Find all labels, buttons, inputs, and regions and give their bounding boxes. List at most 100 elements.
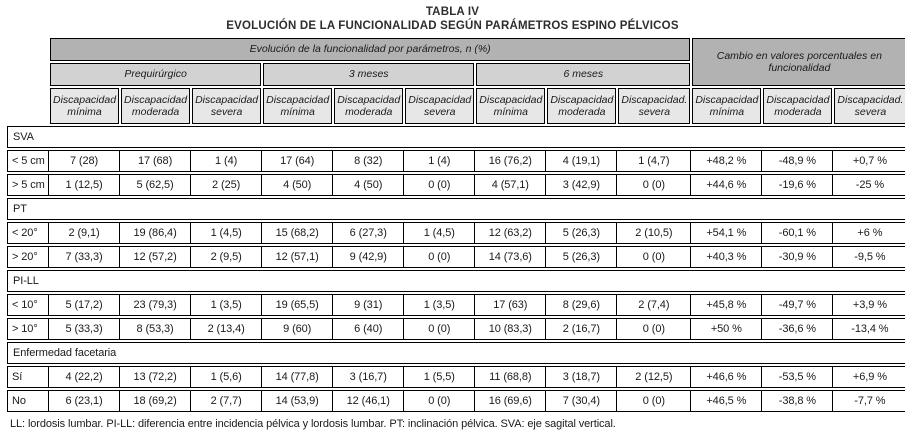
- data-cell: 0 (0): [617, 246, 692, 268]
- data-cell: 2 (9,1): [49, 222, 121, 244]
- data-cell: -53,5 %: [762, 366, 834, 388]
- header-period-prequirurgico: Prequirúrgico: [50, 63, 262, 86]
- data-cell: 14 (73,6): [475, 246, 547, 268]
- data-cell: 0 (0): [404, 318, 476, 340]
- data-cell: 13 (72,2): [120, 366, 192, 388]
- data-cell: 0 (0): [617, 174, 692, 196]
- data-cell: 1 (3,5): [191, 294, 263, 316]
- data-cell: 3 (18,7): [546, 366, 618, 388]
- subheader-discapacidad-severa: Discapacidad. severa: [618, 88, 691, 124]
- data-cell: 17 (64): [262, 150, 334, 172]
- data-cell: 5 (62,5): [120, 174, 192, 196]
- data-cell: +3,9 %: [833, 294, 905, 316]
- data-cell: +40,3 %: [691, 246, 763, 268]
- title-block: TABLA IV EVOLUCIÓN DE LA FUNCIONALIDAD S…: [0, 0, 905, 33]
- data-cell: 18 (69,2): [120, 390, 192, 412]
- data-cell: 17 (68): [120, 150, 192, 172]
- data-cell: -49,7 %: [762, 294, 834, 316]
- row-label: No: [7, 390, 49, 412]
- data-cell: 2 (7,7): [191, 390, 263, 412]
- subheader-discapacidad-severa: Discapacidad severa: [192, 88, 262, 124]
- data-cell: 0 (0): [617, 390, 692, 412]
- data-cell: 12 (57,1): [262, 246, 334, 268]
- data-cell: 4 (50): [262, 174, 334, 196]
- data-cell: -36,6 %: [762, 318, 834, 340]
- data-cell: 1 (3,5): [404, 294, 476, 316]
- data-cell: -60,1 %: [762, 222, 834, 244]
- data-cell: 10 (83,3): [475, 318, 547, 340]
- data-cell: +54,1 %: [691, 222, 763, 244]
- data-cell: +46,6 %: [691, 366, 763, 388]
- table-title: EVOLUCIÓN DE LA FUNCIONALIDAD SEGÚN PARÁ…: [226, 20, 679, 32]
- data-cell: -25 %: [833, 174, 905, 196]
- data-cell: 12 (57,2): [120, 246, 192, 268]
- data-cell: -30,9 %: [762, 246, 834, 268]
- subheader-discapacidad-minima: Discapacidad mínima: [692, 88, 762, 124]
- data-cell: 0 (0): [404, 246, 476, 268]
- data-cell: 4 (22,2): [49, 366, 121, 388]
- data-cell: -19,6 %: [762, 174, 834, 196]
- header-group-change: Cambio en valores porcentuales en funcio…: [692, 38, 905, 86]
- data-cell: 7 (30,4): [546, 390, 618, 412]
- data-cell: 1 (4,7): [617, 150, 692, 172]
- data-cell: 4 (50): [333, 174, 405, 196]
- data-cell: 8 (29,6): [546, 294, 618, 316]
- data-cell: 9 (60): [262, 318, 334, 340]
- data-cell: 1 (4): [191, 150, 263, 172]
- data-cell: 1 (5,5): [404, 366, 476, 388]
- subheader-discapacidad-severa: Discapacidad. severa: [834, 88, 905, 124]
- data-cell: 12 (63,2): [475, 222, 547, 244]
- subheader-discapacidad-moderada: Discapacidad moderada: [334, 88, 404, 124]
- data-cell: 2 (13,4): [191, 318, 263, 340]
- data-cell: 4 (19,1): [546, 150, 618, 172]
- data-cell: 17 (63): [475, 294, 547, 316]
- row-label: < 20°: [7, 222, 49, 244]
- data-cell: 2 (9,5): [191, 246, 263, 268]
- row-label: < 5 cm: [7, 150, 49, 172]
- section-label: PI-LL: [7, 270, 905, 292]
- subheader-discapacidad-severa: Discapacidad severa: [405, 88, 475, 124]
- data-cell: 23 (79,3): [120, 294, 192, 316]
- data-cell: 0 (0): [404, 390, 476, 412]
- data-cell: 8 (53,3): [120, 318, 192, 340]
- data-cell: 6 (27,3): [333, 222, 405, 244]
- data-cell: +48,2 %: [691, 150, 763, 172]
- data-cell: 5 (17,2): [49, 294, 121, 316]
- subheader-discapacidad-minima: Discapacidad mínima: [476, 88, 546, 124]
- header-period-6-meses: 6 meses: [476, 63, 691, 86]
- data-cell: 1 (4,5): [404, 222, 476, 244]
- data-cell: 1 (4,5): [191, 222, 263, 244]
- section-label: SVA: [7, 126, 905, 148]
- data-cell: 2 (10,5): [617, 222, 692, 244]
- data-cell: 9 (42,9): [333, 246, 405, 268]
- subheader-discapacidad-moderada: Discapacidad moderada: [121, 88, 191, 124]
- data-cell: 9 (31): [333, 294, 405, 316]
- data-cell: +46,5 %: [691, 390, 763, 412]
- data-cell: 0 (0): [404, 174, 476, 196]
- data-cell: 16 (69,6): [475, 390, 547, 412]
- table-footnote: LL: lordosis lumbar. PI-LL: diferencia e…: [10, 418, 616, 430]
- data-cell: 8 (32): [333, 150, 405, 172]
- data-cell: 12 (46,1): [333, 390, 405, 412]
- section-label: PT: [7, 198, 905, 220]
- data-cell: 6 (23,1): [49, 390, 121, 412]
- header-group-evolution: Evolución de la funcionalidad por paráme…: [50, 38, 691, 61]
- data-cell: +44,6 %: [691, 174, 763, 196]
- data-cell: 2 (25): [191, 174, 263, 196]
- data-cell: 5 (26,3): [546, 222, 618, 244]
- row-label: < 10°: [7, 294, 49, 316]
- data-cell: 6 (40): [333, 318, 405, 340]
- header-period-3-meses: 3 meses: [263, 63, 475, 86]
- row-label: Sí: [7, 366, 49, 388]
- data-cell: 2 (7,4): [617, 294, 692, 316]
- data-cell: 15 (68,2): [262, 222, 334, 244]
- section-label: Enfermedad facetaria: [7, 342, 905, 364]
- subheader-discapacidad-minima: Discapacidad mínima: [50, 88, 120, 124]
- row-label: > 5 cm: [7, 174, 49, 196]
- data-cell: +6,9 %: [833, 366, 905, 388]
- data-cell: 3 (42,9): [546, 174, 618, 196]
- subheader-discapacidad-minima: Discapacidad mínima: [263, 88, 333, 124]
- data-cell: +6 %: [833, 222, 905, 244]
- data-cell: 14 (53,9): [262, 390, 334, 412]
- data-cell: 19 (86,4): [120, 222, 192, 244]
